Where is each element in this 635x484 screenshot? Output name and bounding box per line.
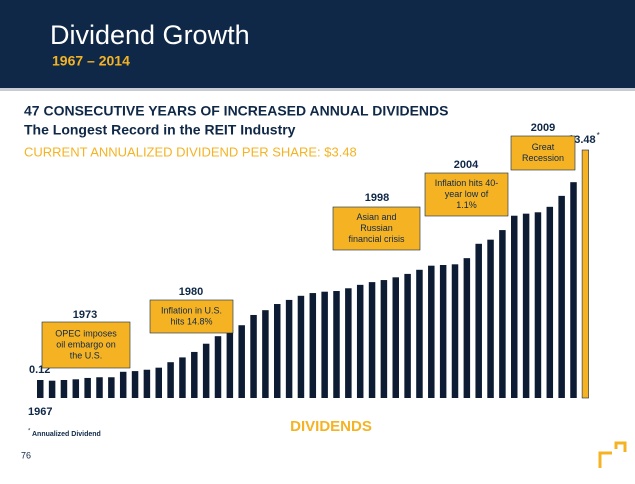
annotation-text: Russian	[360, 223, 393, 233]
highlight: CURRENT ANNUALIZED DIVIDEND PER SHARE: $…	[24, 144, 357, 159]
annotation-text: year low of	[445, 189, 489, 199]
bar	[48, 380, 56, 398]
bar	[96, 377, 103, 398]
bar	[262, 310, 269, 398]
annotation-text: the U.S.	[70, 350, 103, 360]
bar	[60, 379, 68, 398]
bar	[368, 282, 376, 398]
annotation-year: 1980	[179, 286, 203, 298]
footnote-marker: *	[28, 429, 31, 435]
bar	[72, 379, 80, 398]
header-rule	[0, 88, 635, 91]
annotation-text: financial crisis	[348, 234, 405, 244]
bar	[202, 343, 210, 398]
annotation-year: 2004	[454, 159, 479, 171]
annotation-text: Recession	[522, 153, 564, 163]
page-number: 76	[21, 450, 31, 460]
bar	[558, 195, 565, 398]
header-band	[0, 0, 635, 88]
bar	[108, 377, 115, 398]
bar	[309, 293, 317, 398]
bar	[546, 206, 554, 398]
annotation-box	[424, 172, 509, 217]
headline: 47 CONSECUTIVE YEARS OF INCREASED ANNUAL…	[24, 103, 448, 119]
subtitle: 1967 – 2014	[52, 53, 130, 69]
annotation-year: 1998	[365, 192, 389, 204]
footnote: Annualized Dividend	[32, 431, 101, 438]
bar	[191, 351, 198, 398]
headline: The Longest Record in the REIT Industry	[24, 122, 296, 138]
bar	[155, 367, 162, 398]
x-axis-label: DIVIDENDS	[290, 418, 372, 435]
bar	[356, 284, 364, 398]
bar	[463, 258, 471, 398]
bar	[522, 213, 530, 398]
bar	[37, 379, 44, 398]
annotation-text: Great	[532, 142, 555, 152]
annotation-year: 1973	[73, 309, 97, 321]
logo	[598, 441, 627, 468]
annotation-text: Inflation in U.S.	[161, 305, 222, 315]
bar	[285, 299, 293, 398]
bar	[167, 362, 174, 398]
bar	[581, 149, 589, 399]
annotation-text: hits 14.8%	[170, 316, 212, 326]
annotation-box	[510, 135, 576, 171]
annotation-text: OPEC imposes	[55, 328, 117, 338]
annotation-box	[332, 206, 421, 251]
bar	[226, 330, 234, 398]
bar	[250, 314, 257, 398]
annotation-text: oil embargo on	[56, 339, 116, 349]
title: Dividend Growth	[50, 20, 250, 50]
bar	[392, 277, 399, 398]
annotation-text: Inflation hits 40-	[435, 178, 499, 188]
bar	[119, 371, 127, 398]
bar	[380, 280, 388, 398]
bar	[321, 291, 328, 398]
annotation-box	[149, 299, 234, 334]
bar	[570, 182, 577, 398]
bar	[499, 230, 506, 398]
x-tick-label: 1967	[28, 406, 52, 418]
bar	[511, 215, 518, 398]
bar	[345, 288, 352, 398]
bar	[179, 357, 186, 398]
bar	[439, 265, 447, 398]
footnote-marker: *	[597, 131, 600, 140]
bar	[143, 369, 151, 398]
bar	[416, 269, 423, 398]
annotation-box	[41, 321, 131, 369]
bar	[297, 295, 305, 398]
annotation-year: 2009	[531, 122, 555, 134]
bar	[333, 291, 340, 398]
bar	[428, 265, 435, 398]
bar	[84, 377, 91, 398]
bar	[131, 371, 139, 398]
bar	[451, 264, 459, 398]
annotation-text: 1.1%	[456, 200, 477, 210]
bar	[487, 239, 494, 398]
bar	[475, 243, 482, 398]
bar	[238, 325, 245, 398]
bar	[534, 212, 542, 398]
bar	[274, 304, 281, 398]
bar	[214, 336, 222, 398]
bar	[404, 273, 411, 398]
annotation-text: Asian and	[356, 212, 396, 222]
